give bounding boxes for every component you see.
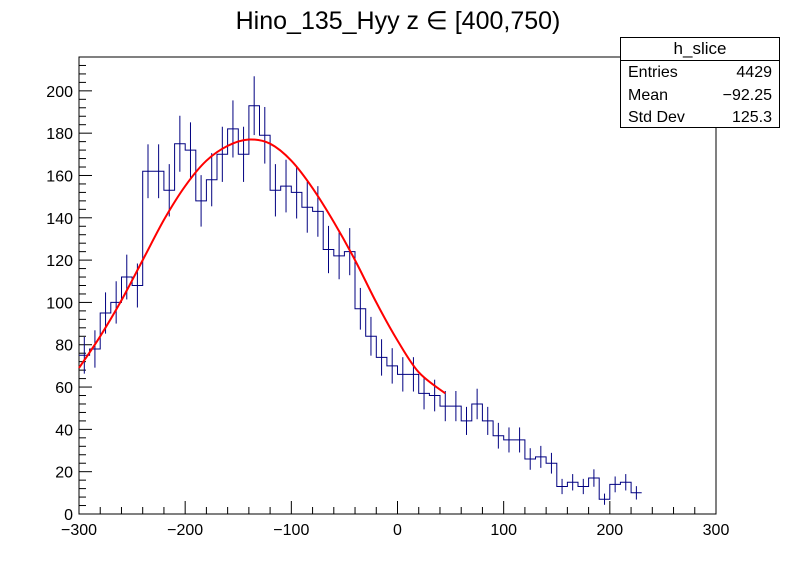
y-tick-label: 80 — [55, 338, 73, 355]
x-tick-label: 100 — [490, 522, 517, 539]
stats-entries-row: Entries 4429 — [621, 61, 779, 84]
histogram-outline — [79, 105, 642, 500]
y-tick-label: 0 — [64, 507, 73, 524]
y-tick-label: 100 — [46, 295, 73, 312]
stats-box: h_slice Entries 4429 Mean −92.25 Std Dev… — [620, 37, 780, 128]
chart-title: Hino_135_Hyy z ∈ [400,750) — [235, 7, 561, 35]
x-tick-label: 200 — [596, 522, 623, 539]
x-tick-label: 0 — [393, 522, 402, 539]
stats-stddev-row: Std Dev 125.3 — [621, 106, 779, 129]
fit-curve — [78, 138, 446, 395]
x-tick-label: −200 — [167, 522, 203, 539]
stats-entries-value: 4429 — [736, 64, 772, 81]
stats-mean-row: Mean −92.25 — [621, 84, 779, 107]
y-axis: 0 20 40 60 80 100 120 140 160 180 200 — [46, 56, 92, 524]
fit-series — [78, 138, 446, 395]
histogram-series — [79, 76, 642, 505]
x-tick-label: −100 — [273, 522, 309, 539]
stats-name: h_slice — [621, 38, 779, 61]
y-tick-label: 160 — [46, 168, 73, 185]
y-tick-label: 140 — [46, 211, 73, 228]
y-tick-label: 180 — [46, 126, 73, 143]
x-tick-label: −300 — [61, 522, 97, 539]
y-tick-label: 20 — [55, 465, 73, 482]
y-tick-label: 60 — [55, 380, 73, 397]
y-tick-label: 40 — [55, 422, 73, 439]
stats-mean-value: −92.25 — [722, 86, 772, 104]
stats-mean-label: Mean — [628, 86, 669, 104]
stats-stddev-label: Std Dev — [628, 109, 685, 126]
x-tick-label: 300 — [703, 522, 730, 539]
x-axis: −300 −200 −100 0 100 200 300 — [61, 501, 729, 539]
stats-entries-label: Entries — [628, 64, 678, 81]
stats-stddev-value: 125.3 — [731, 109, 772, 126]
y-tick-label: 120 — [46, 253, 73, 270]
y-tick-label: 200 — [46, 84, 73, 101]
